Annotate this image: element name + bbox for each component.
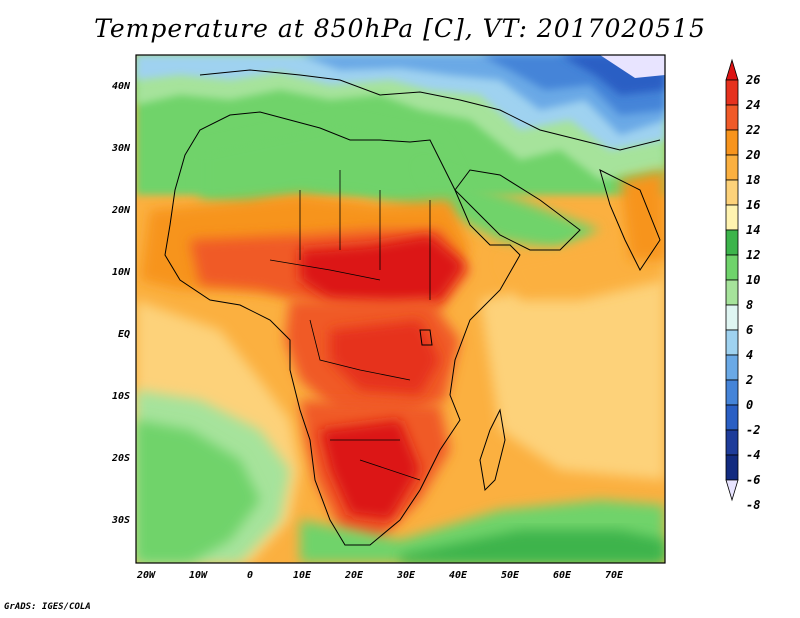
lake-victoria [419, 329, 433, 346]
lon-label-10e: 10E [293, 570, 312, 581]
lon-axis: 20W 10W 0 10E 20E 30E 40E 50E 60E 70E [136, 570, 624, 581]
temperature-field [136, 55, 665, 563]
colorbar-label: 14 [746, 223, 760, 237]
field-arabia-green [420, 165, 600, 250]
colorbar-label: -6 [746, 473, 760, 487]
colorbar-swatch [725, 354, 739, 381]
map-frame [135, 54, 666, 564]
colorbar-swatch [725, 204, 739, 231]
lon-label-0: 0 [247, 570, 253, 581]
colorbar-label: 8 [746, 298, 753, 312]
eurasia-coast [199, 69, 661, 151]
colorbar-label: 10 [746, 273, 760, 287]
field-indian-orange [500, 230, 665, 300]
country-borders [269, 170, 431, 481]
lon-label-70e: 70E [605, 570, 624, 581]
lon-label-20e: 20E [344, 570, 364, 581]
colorbar-bottom-arrow [725, 479, 739, 502]
field-south-red [320, 420, 420, 520]
colorbar-label: 12 [746, 248, 760, 262]
lat-label-30n: 30N [111, 143, 131, 154]
colorbar-label: 24 [745, 98, 760, 112]
colorbar-swatch [725, 229, 739, 256]
lat-label-10n: 10N [112, 267, 131, 278]
lon-label-10w: 10W [189, 570, 208, 581]
arabia-coast [454, 169, 581, 251]
colorbar-label: -2 [746, 423, 760, 437]
colorbar-swatch [725, 329, 739, 356]
colorbar-swatch [725, 404, 739, 431]
lat-label-30s: 30S [111, 515, 130, 526]
colorbar-swatch [725, 279, 739, 306]
colorbar-label: 18 [746, 173, 760, 187]
lon-label-30e: 30E [396, 570, 416, 581]
lon-label-40e: 40E [449, 570, 468, 581]
grads-credit: GrADS: IGES/COLA [4, 602, 91, 612]
india-coast [599, 169, 661, 271]
lon-label-20w: 20W [136, 570, 156, 581]
colorbar-swatch [725, 379, 739, 406]
colorbar-swatch [725, 79, 739, 106]
coastlines [164, 69, 661, 546]
madagascar-coast [479, 408, 506, 492]
colorbar-label: -8 [746, 498, 760, 512]
colorbar-label: 16 [746, 198, 760, 212]
lat-label-20n: 20N [111, 205, 131, 216]
colorbar-swatch [725, 254, 739, 281]
colorbar-label: 6 [746, 323, 753, 337]
colorbar-swatch [725, 304, 739, 331]
lat-label-20s: 20S [111, 453, 130, 464]
field-sahel-red [300, 235, 465, 305]
field-southern-darkgreen [400, 530, 665, 563]
colorbar-label: 20 [745, 148, 760, 162]
colorbar-label: 4 [746, 348, 753, 362]
lat-axis: 40N 30N 20N 10N EQ 10S 20S 30S [111, 81, 131, 526]
lat-label-40n: 40N [112, 81, 131, 92]
colorbar-swatch [725, 129, 739, 156]
lat-label-10s: 10S [112, 391, 130, 402]
colorbar-label: 0 [746, 398, 753, 412]
colorbar-top-arrow [725, 58, 739, 81]
map-title: Temperature at 850hPa [C], VT: 201702051… [94, 14, 706, 43]
lon-label-50e: 50E [501, 570, 520, 581]
field-atlantic-green [136, 420, 260, 563]
colorbar-swatch [725, 104, 739, 131]
colorbar-swatch [725, 154, 739, 181]
lat-label-eq: EQ [118, 329, 130, 340]
colorbar-label: 22 [745, 123, 760, 137]
africa-coast [164, 111, 521, 546]
colorbar-swatch [725, 179, 739, 206]
colorbar-label: 26 [745, 73, 760, 87]
field-indian-yellow [480, 260, 665, 480]
colorbar-label: -4 [746, 448, 760, 462]
colorbar-swatch [725, 454, 739, 481]
field-north-lavender [600, 55, 665, 78]
colorbar-label: 2 [745, 373, 753, 387]
field-india-orange [620, 170, 665, 260]
field-central-red [330, 320, 440, 395]
lon-label-60e: 60E [553, 570, 572, 581]
field-sahara-green [200, 120, 470, 210]
colorbar-swatch [725, 429, 739, 456]
